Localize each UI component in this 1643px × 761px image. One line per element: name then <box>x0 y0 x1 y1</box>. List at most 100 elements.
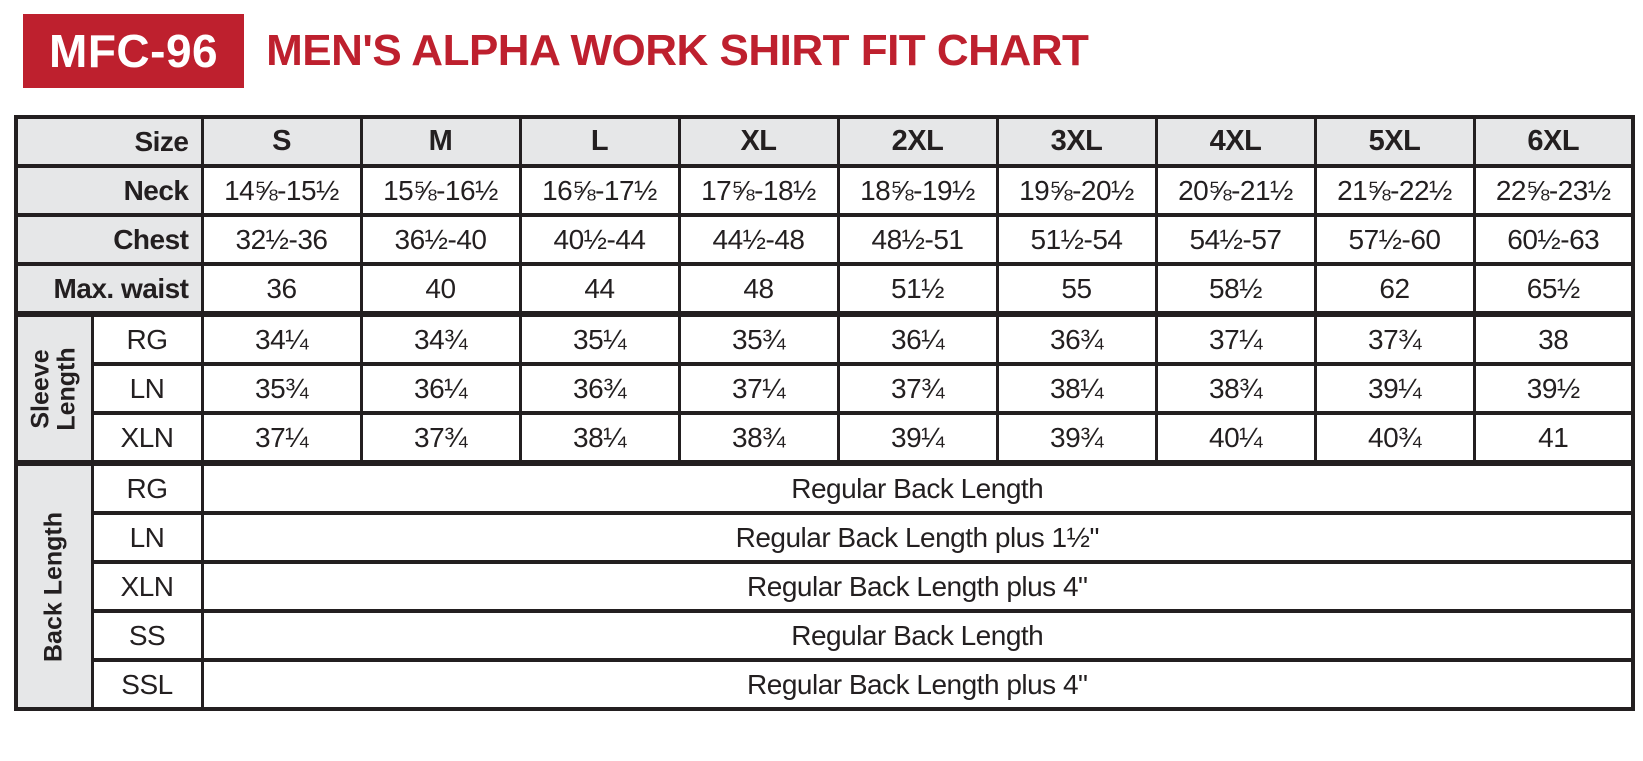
max-waist-value: 44 <box>518 262 681 316</box>
back-type-label: SSL <box>90 658 204 711</box>
max-waist-value: 48 <box>677 262 840 316</box>
neck-value: 16⅝-17½ <box>518 164 681 217</box>
back-type-label: XLN <box>90 560 204 613</box>
sleeve-value: 37¾ <box>836 362 999 415</box>
measure-label: Max. waist <box>14 262 204 316</box>
neck-value: 14⅝-15½ <box>200 164 363 217</box>
sleeve-value: 39¼ <box>1313 362 1476 415</box>
size-column-header: M <box>359 115 522 168</box>
sleeve-value: 37¼ <box>200 411 363 465</box>
neck-value: 17⅝-18½ <box>677 164 840 217</box>
sleeve-value: 38¼ <box>995 362 1158 415</box>
sleeve-value: 40¾ <box>1313 411 1476 465</box>
sleeve-value: 35¼ <box>518 311 681 366</box>
neck-row: Neck 14⅝-15½ 15⅝-16½ 16⅝-17½ 17⅝-18½ 18⅝… <box>14 164 1635 217</box>
chest-value: 48½-51 <box>836 213 999 266</box>
sleeve-type-label: RG <box>90 311 204 366</box>
size-column-header: 3XL <box>995 115 1158 168</box>
sleeve-value: 36¾ <box>518 362 681 415</box>
back-xln-row: XLN Regular Back Length plus 4" <box>16 560 1635 613</box>
back-ssl-row: SSL Regular Back Length plus 4" <box>16 658 1635 711</box>
sleeve-value: 41 <box>1472 411 1635 465</box>
back-length-group-label: Back Length <box>14 460 94 711</box>
chest-value: 40½-44 <box>518 213 681 266</box>
fit-chart-table: Size S M L XL 2XL 3XL 4XL 5XL 6XL Neck 1… <box>14 115 1635 711</box>
neck-value: 18⅝-19½ <box>836 164 999 217</box>
size-column-header: 5XL <box>1313 115 1476 168</box>
sleeve-value: 35¾ <box>677 311 840 366</box>
sleeve-value: 39½ <box>1472 362 1635 415</box>
chest-row: Chest 32½-36 36½-40 40½-44 44½-48 48½-51… <box>14 213 1635 266</box>
neck-value: 15⅝-16½ <box>359 164 522 217</box>
chest-value: 51½-54 <box>995 213 1158 266</box>
max-waist-value: 36 <box>200 262 363 316</box>
chest-value: 60½-63 <box>1472 213 1635 266</box>
corner-size-label: Size <box>14 115 204 168</box>
size-column-header: L <box>518 115 681 168</box>
sleeve-rg-row: Sleeve Length RG 34¼ 34¾ 35¼ 35¾ 36¼ 36¾… <box>14 311 1635 465</box>
sleeve-type-label: XLN <box>90 411 204 465</box>
back-ln-row: LN Regular Back Length plus 1½" <box>16 511 1635 564</box>
back-length-value: Regular Back Length <box>200 609 1635 662</box>
neck-value: 22⅝-23½ <box>1472 164 1635 217</box>
back-length-value: Regular Back Length plus 4" <box>200 658 1635 711</box>
sleeve-value: 36¾ <box>995 311 1158 366</box>
chest-value: 54½-57 <box>1154 213 1317 266</box>
measure-label: Neck <box>14 164 204 217</box>
sleeve-value: 37¾ <box>359 411 522 465</box>
neck-value: 21⅝-22½ <box>1313 164 1476 217</box>
max-waist-value: 51½ <box>836 262 999 316</box>
back-type-label: SS <box>90 609 204 662</box>
page-title: MEN'S ALPHA WORK SHIRT FIT CHART <box>266 26 1089 75</box>
size-column-header: 6XL <box>1472 115 1635 168</box>
size-column-header: 4XL <box>1154 115 1317 168</box>
back-length-value: Regular Back Length plus 1½" <box>200 511 1635 564</box>
size-header-row: Size S M L XL 2XL 3XL 4XL 5XL 6XL <box>14 115 1635 168</box>
sleeve-value: 38¾ <box>677 411 840 465</box>
sleeve-value: 38 <box>1472 311 1635 366</box>
max-waist-value: 55 <box>995 262 1158 316</box>
sleeve-value: 37¼ <box>1154 311 1317 366</box>
sleeve-value: 40¼ <box>1154 411 1317 465</box>
product-code-badge: MFC-96 <box>23 14 245 88</box>
back-ss-row: SS Regular Back Length <box>16 609 1635 662</box>
max-waist-value: 58½ <box>1154 262 1317 316</box>
sleeve-value: 37¼ <box>677 362 840 415</box>
sleeve-value: 35¾ <box>200 362 363 415</box>
size-column-header: XL <box>677 115 840 168</box>
sleeve-value: 39¾ <box>995 411 1158 465</box>
back-length-value: Regular Back Length <box>200 460 1635 515</box>
sleeve-value: 38¾ <box>1154 362 1317 415</box>
chest-value: 57½-60 <box>1313 213 1476 266</box>
back-type-label: RG <box>90 460 204 515</box>
sleeve-ln-row: LN 35¾ 36¼ 36¾ 37¼ 37¾ 38¼ 38¾ 39¼ 39½ <box>16 362 1635 415</box>
chest-value: 44½-48 <box>677 213 840 266</box>
back-length-vertical-text: Back Length <box>39 511 68 662</box>
sleeve-value: 36¼ <box>359 362 522 415</box>
neck-value: 20⅝-21½ <box>1154 164 1317 217</box>
sleeve-value: 34¼ <box>200 311 363 366</box>
chest-value: 36½-40 <box>359 213 522 266</box>
chest-value: 32½-36 <box>200 213 363 266</box>
size-column-header: 2XL <box>836 115 999 168</box>
max-waist-value: 40 <box>359 262 522 316</box>
sleeve-value: 34¾ <box>359 311 522 366</box>
max-waist-row: Max. waist 36 40 44 48 51½ 55 58½ 62 65½ <box>14 262 1635 316</box>
back-type-label: LN <box>90 511 204 564</box>
sleeve-value: 37¾ <box>1313 311 1476 366</box>
page-header: MFC-96 MEN'S ALPHA WORK SHIRT FIT CHART <box>23 14 1089 88</box>
measure-label: Chest <box>14 213 204 266</box>
sleeve-value: 38¼ <box>518 411 681 465</box>
sleeve-value: 36¼ <box>836 311 999 366</box>
size-column-header: S <box>200 115 363 168</box>
neck-value: 19⅝-20½ <box>995 164 1158 217</box>
max-waist-value: 65½ <box>1472 262 1635 316</box>
sleeve-xln-row: XLN 37¼ 37¾ 38¼ 38¾ 39¼ 39¾ 40¼ 40¾ 41 <box>16 411 1635 465</box>
sleeve-value: 39¼ <box>836 411 999 465</box>
max-waist-value: 62 <box>1313 262 1476 316</box>
sleeve-type-label: LN <box>90 362 204 415</box>
sleeve-length-vertical-text: Sleeve Length <box>26 346 81 431</box>
sleeve-length-group-label: Sleeve Length <box>14 311 94 465</box>
back-rg-row: Back Length RG Regular Back Length <box>14 460 1635 711</box>
